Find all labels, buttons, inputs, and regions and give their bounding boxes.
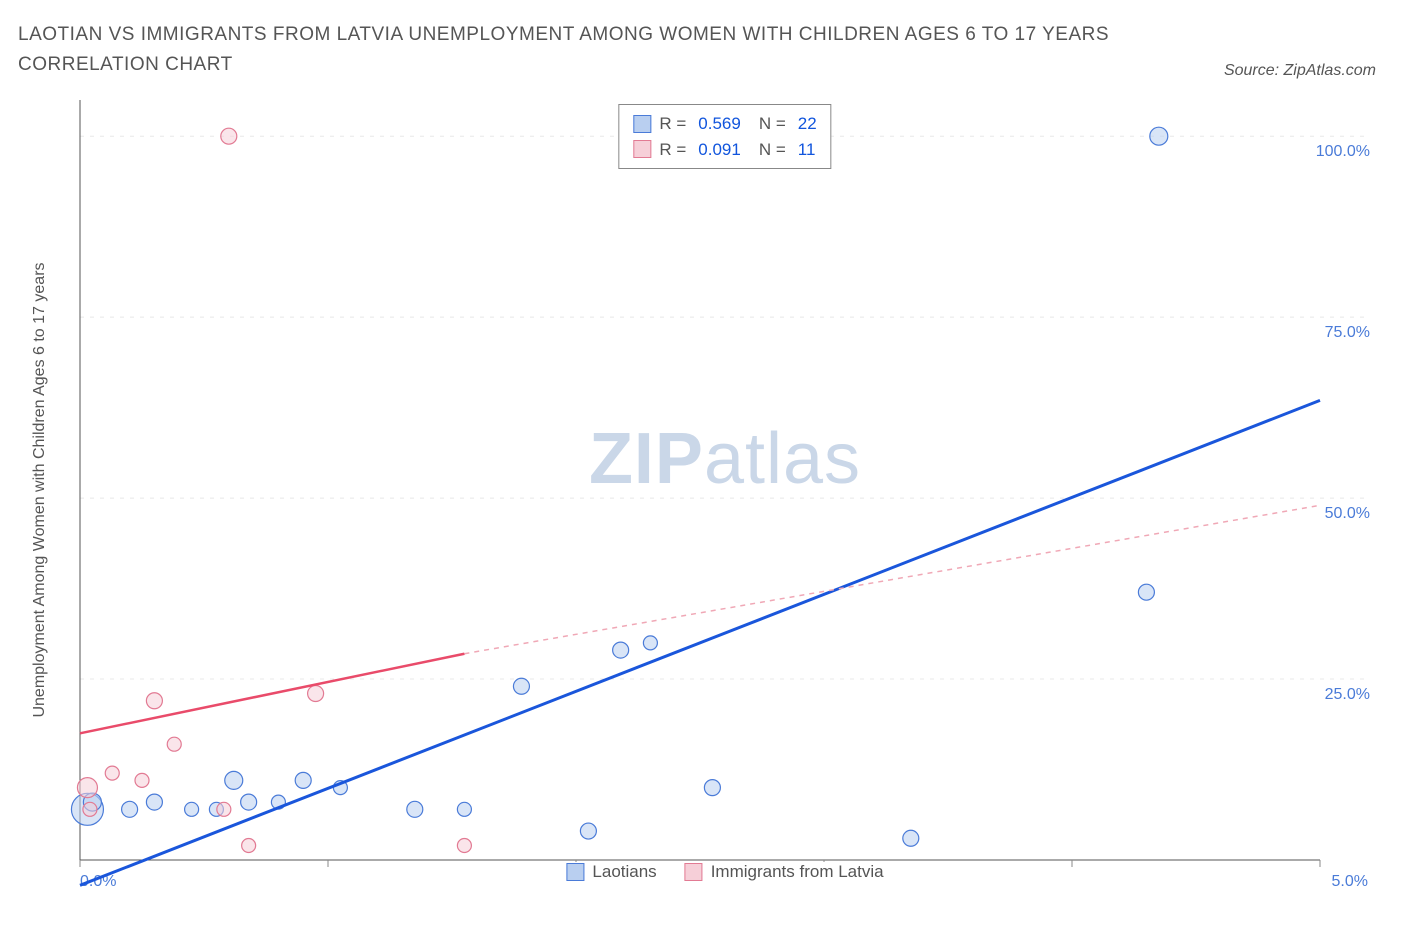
data-point xyxy=(83,802,97,816)
chart-title: LAOTIAN VS IMMIGRANTS FROM LATVIA UNEMPL… xyxy=(18,20,1118,81)
stats-row: R = 0.091 N = 11 xyxy=(633,137,816,163)
trend-line xyxy=(80,654,464,734)
data-point xyxy=(225,771,243,789)
data-point xyxy=(221,128,237,144)
data-point xyxy=(77,778,97,798)
data-point xyxy=(643,636,657,650)
data-point xyxy=(308,686,324,702)
series-legend: Laotians Immigrants from Latvia xyxy=(556,862,893,882)
y-tick-label: 50.0% xyxy=(1325,505,1370,522)
data-point xyxy=(185,802,199,816)
data-point xyxy=(135,773,149,787)
y-tick-label: 75.0% xyxy=(1325,324,1370,341)
data-point xyxy=(704,780,720,796)
data-point xyxy=(146,794,162,810)
data-point xyxy=(241,794,257,810)
series-swatch xyxy=(633,140,651,158)
data-point xyxy=(242,839,256,853)
data-point xyxy=(903,830,919,846)
legend-item: Laotians xyxy=(566,862,656,882)
data-point xyxy=(146,693,162,709)
scatter-plot: 25.0%50.0%75.0%100.0%0.0%5.0% ZIPatlas R… xyxy=(80,100,1370,880)
trend-line xyxy=(80,400,1320,885)
data-point xyxy=(513,678,529,694)
x-tick-label: 5.0% xyxy=(1332,873,1368,890)
n-label: N = xyxy=(759,137,786,163)
trend-line-extension xyxy=(464,505,1320,653)
data-point xyxy=(613,642,629,658)
data-point xyxy=(1150,127,1168,145)
source-attribution: Source: ZipAtlas.com xyxy=(1224,62,1376,80)
series-swatch xyxy=(566,863,584,881)
y-axis-label: Unemployment Among Women with Children A… xyxy=(31,262,49,717)
r-value: 0.569 xyxy=(698,111,741,137)
x-tick-label: 0.0% xyxy=(80,873,116,890)
series-swatch xyxy=(685,863,703,881)
stats-row: R = 0.569 N = 22 xyxy=(633,111,816,137)
correlation-stats-box: R = 0.569 N = 22 R = 0.091 N = 11 xyxy=(618,104,831,169)
data-point xyxy=(457,839,471,853)
chart-area: Unemployment Among Women with Children A… xyxy=(50,100,1370,880)
data-point xyxy=(105,766,119,780)
legend-item: Immigrants from Latvia xyxy=(685,862,884,882)
data-point xyxy=(217,802,231,816)
r-label: R = xyxy=(659,111,686,137)
n-value: 11 xyxy=(798,137,816,163)
legend-label: Immigrants from Latvia xyxy=(711,862,884,882)
series-swatch xyxy=(633,115,651,133)
data-point xyxy=(167,737,181,751)
y-tick-label: 100.0% xyxy=(1316,143,1370,160)
n-label: N = xyxy=(759,111,786,137)
data-point xyxy=(295,772,311,788)
data-point xyxy=(407,801,423,817)
data-point xyxy=(457,802,471,816)
r-label: R = xyxy=(659,137,686,163)
data-point xyxy=(122,801,138,817)
data-point xyxy=(580,823,596,839)
data-point xyxy=(1138,584,1154,600)
r-value: 0.091 xyxy=(698,137,741,163)
legend-label: Laotians xyxy=(592,862,656,882)
y-tick-label: 25.0% xyxy=(1325,686,1370,703)
n-value: 22 xyxy=(798,111,817,137)
